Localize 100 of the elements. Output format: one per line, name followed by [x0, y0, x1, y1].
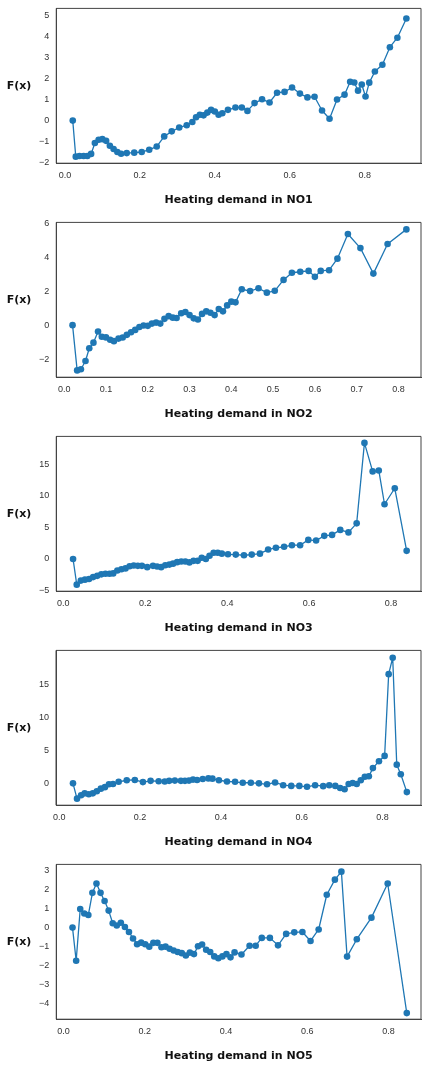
point — [219, 308, 227, 315]
point — [272, 544, 280, 552]
point — [209, 775, 216, 782]
y-tick-label: −2 — [39, 353, 50, 364]
point — [350, 79, 358, 86]
point — [311, 781, 319, 789]
point — [160, 133, 168, 140]
x-axis-title: Heating demand in NO5 — [164, 1048, 313, 1062]
point — [219, 109, 226, 117]
x-tick-label: 0.2 — [138, 598, 152, 609]
point — [105, 907, 112, 914]
y-tick-label: −1 — [39, 941, 50, 952]
point — [280, 276, 287, 284]
point — [274, 942, 282, 949]
y-tick-label: 15 — [39, 678, 50, 689]
y-tick-label: −2 — [39, 960, 50, 971]
point — [279, 781, 287, 789]
point — [271, 287, 279, 295]
point — [206, 948, 214, 956]
y-tick-label: −3 — [39, 979, 50, 990]
point — [319, 782, 327, 790]
x-tick-label: 0.0 — [52, 812, 66, 823]
point — [305, 536, 312, 544]
point — [375, 467, 383, 474]
point — [101, 897, 108, 905]
x-tick-label: 0.8 — [358, 170, 372, 181]
point — [288, 541, 296, 549]
point — [171, 777, 179, 784]
point — [273, 89, 281, 97]
point — [391, 484, 399, 492]
point — [231, 778, 239, 786]
y-tick-label: −1 — [39, 136, 50, 147]
point — [305, 267, 312, 275]
point — [271, 779, 279, 786]
point — [255, 284, 262, 292]
point — [320, 532, 328, 540]
point — [315, 926, 322, 933]
x-tick-label: 0.4 — [220, 598, 234, 609]
point — [255, 780, 263, 787]
point — [381, 752, 388, 760]
point — [190, 950, 198, 958]
y-tick-label: 4 — [44, 251, 50, 262]
point — [258, 96, 266, 103]
point — [168, 128, 176, 135]
point — [361, 439, 368, 447]
point — [154, 939, 161, 947]
x-axis-title: Heating demand in NO4 — [164, 834, 313, 848]
x-tick-label: 0.7 — [350, 384, 363, 395]
point — [73, 581, 81, 588]
point — [223, 778, 231, 785]
y-tick-label: 2 — [44, 285, 50, 296]
point — [94, 328, 102, 335]
point — [266, 99, 273, 106]
x-tick-label: 0.0 — [58, 170, 72, 181]
point — [69, 321, 76, 329]
point — [90, 339, 97, 346]
x-tick-label: 0.8 — [392, 384, 405, 395]
y-tick-label: 10 — [39, 490, 50, 501]
y-tick-label: 0 — [44, 553, 50, 564]
point — [403, 788, 411, 796]
point — [246, 287, 254, 295]
point — [287, 782, 295, 790]
y-tick-label: 5 — [44, 521, 50, 532]
point — [325, 266, 333, 274]
point — [231, 949, 238, 956]
x-tick-label: 0.6 — [301, 1026, 314, 1037]
point — [123, 149, 131, 157]
point — [369, 764, 377, 772]
x-axis-title: Heating demand in NO3 — [164, 620, 313, 634]
point — [307, 937, 314, 945]
y-tick-label: 3 — [44, 864, 50, 875]
point — [238, 285, 246, 293]
point — [389, 654, 397, 661]
point — [211, 311, 218, 319]
point — [263, 781, 271, 788]
x-tick-label: 0.1 — [99, 384, 113, 395]
point — [299, 928, 306, 936]
point — [369, 468, 376, 475]
y-tick-label: 3 — [44, 51, 50, 62]
point — [317, 267, 325, 275]
point — [155, 777, 162, 785]
point — [353, 780, 361, 788]
point — [296, 541, 304, 549]
point — [282, 930, 290, 938]
y-tick-label: 2 — [44, 72, 50, 83]
point — [246, 942, 253, 950]
point — [312, 537, 320, 544]
point — [385, 670, 392, 678]
point — [323, 891, 331, 899]
x-tick-label: 0.2 — [138, 1026, 152, 1037]
point — [381, 500, 388, 508]
point — [87, 150, 95, 158]
point — [344, 230, 352, 238]
point — [386, 43, 394, 51]
point — [343, 953, 351, 960]
point — [304, 94, 311, 101]
y-tick-label: 5 — [44, 744, 50, 755]
x-axis-title: Heating demand in NO2 — [164, 406, 313, 420]
point — [266, 934, 274, 942]
y-tick-label: 6 — [44, 217, 50, 228]
